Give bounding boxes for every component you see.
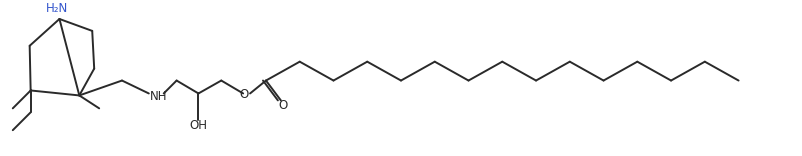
Text: NH: NH bbox=[150, 90, 167, 103]
Text: O: O bbox=[277, 99, 287, 112]
Text: O: O bbox=[239, 88, 249, 101]
Text: OH: OH bbox=[189, 119, 207, 132]
Text: H₂N: H₂N bbox=[47, 2, 68, 15]
